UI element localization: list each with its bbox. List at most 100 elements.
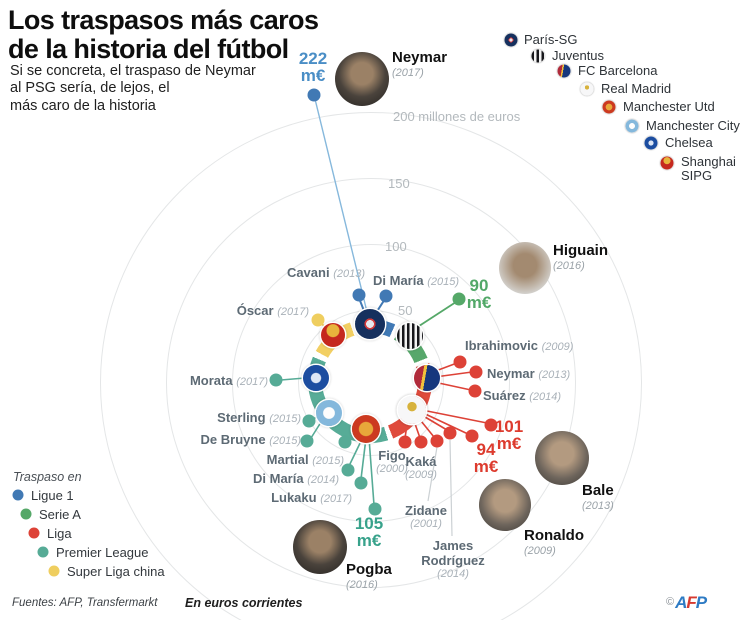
transfer-label-morata: Morata (2017) [189,373,268,388]
grid-circle-200 [100,112,642,620]
ronaldo-photo [479,479,531,531]
dot-sterling-2015 [302,414,316,428]
superliga-legend-dot [48,565,60,577]
league-legend-title: Traspaso en [13,470,82,484]
value-pogba-2016: 105 m€ [354,514,384,551]
league-legend-seriea: Serie A [39,507,81,522]
value-neymar-2017: 222 m€ [298,49,328,86]
line-rmadrid-james [419,413,448,431]
juventus-legend-icon [531,49,545,63]
manutd-legend-icon [602,100,616,114]
line-manutd-lukaku [360,437,367,480]
transfer-label-ibrahimovic: Ibrahimovic (2009) [465,338,574,353]
featured-neymar: Neymar (2017) [392,49,448,79]
transfer-label-neymar-2013: Neymar (2013) [487,366,571,381]
chelsea-badge-icon [303,365,329,391]
transfer-label-oscar: Óscar (2017) [236,303,309,318]
juventus-badge-icon [397,323,423,349]
dot-lukaku-2017 [354,476,368,490]
tick-200: 200 millones de euros [393,109,521,124]
transfer-label-figo: Figo (2000) [376,448,408,475]
transfer-label-suarez: Suárez (2014) [483,388,562,403]
dot-pogba-2016 [368,502,382,516]
club-legend-shanghai: Shanghai SIPG [681,154,736,183]
bale-photo [535,431,589,485]
psg-badge-icon [355,309,385,339]
club-legend-psg: París-SG [524,32,578,47]
featured-higuain: Higuain (2016) [553,242,608,272]
featured-ronaldo: Ronaldo (2009) [524,527,584,557]
barcelona-legend-icon [557,64,571,78]
value-bale-2013: 101 m€ [494,417,524,454]
line-rmadrid-ronaldo [420,411,469,435]
club-legend-barcelona: FC Barcelona [578,63,658,78]
dot-oscar-2017 [311,313,325,327]
pogba-photo [293,520,347,574]
league-legend-superliga: Super Liga china [67,564,165,579]
transfer-label-dimaria-2015: Di María (2015) [373,273,459,288]
realmadrid-badge-icon [398,396,426,424]
shanghai-legend-icon [660,156,674,170]
tick-50: 50 [398,303,413,318]
currency-note: En euros corrientes [185,596,303,610]
shanghai-badge-icon [321,323,345,347]
line-zidane-label [427,446,438,502]
dot-dimaria-2015 [379,289,393,303]
tick-100: 100 [385,239,407,254]
line-barca-neymar2013 [434,371,473,378]
club-legend-mancity: Manchester City [646,118,740,133]
league-legend-liga: Liga [47,526,72,541]
dot-martial-2015 [338,435,352,449]
mancity-legend-icon [625,119,639,133]
value-higuain-2016: 90 m€ [466,276,492,313]
club-legend-realmadrid: Real Madrid [601,81,672,96]
dot-morata-2017 [269,373,283,387]
sources-text: Fuentes: AFP, Transfermarkt [12,597,158,609]
dot-cavani-2013 [352,288,366,302]
dot-debruyne-2015 [300,434,314,448]
transfer-label-james: James Rodríguez (2014) [421,538,485,580]
dot-kaka-2009 [414,435,428,449]
transfer-label-debruyne: De Bruyne (2015) [200,432,301,447]
featured-bale: Bale (2013) [582,482,614,512]
manutd-badge-icon [352,415,380,443]
neymar-photo [335,52,389,106]
ligue1-legend-dot [12,489,24,501]
dot-suarez-2014 [468,384,482,398]
psg-legend-icon [504,33,518,47]
dot-figo-2000 [398,435,412,449]
realmadrid-legend-icon [580,82,594,96]
line-manutd-pogba [368,437,375,506]
league-legend-premier: Premier League [56,545,149,560]
higuain-photo [499,242,551,294]
line-chelsea-morata [280,377,306,381]
chelsea-legend-icon [644,136,658,150]
line-rmadrid-bale [421,409,488,424]
club-legend-juventus: Juventus [552,48,605,63]
dot-bale-2013 [484,418,498,432]
premier-legend-dot [37,546,49,558]
dot-ibrahimovic-2009 [453,355,467,369]
league-legend-ligue1: Ligue 1 [31,488,74,503]
transfer-label-zidane: Zidane (2001) [405,503,447,530]
dot-dimaria-2014 [341,463,355,477]
page-subtitle: Si se concreta, el traspaso de Neymar al… [10,63,256,114]
transfer-label-martial: Martial (2015) [266,452,344,467]
transfer-label-sterling: Sterling (2015) [217,410,301,425]
club-legend-chelsea: Chelsea [665,135,713,150]
dot-ronaldo-2009 [465,429,479,443]
line-psg-neymar2017 [314,98,369,317]
dot-james-2014 [443,426,457,440]
line-james-label [449,439,453,537]
dot-neymar-2017 [307,88,321,102]
barcelona-badge-icon [414,365,440,391]
tick-150: 150 [388,176,410,191]
transfer-label-dimaria-2014: Di María (2014) [253,471,339,486]
mancity-badge-icon [316,400,342,426]
transfer-label-lukaku: Lukaku (2017) [271,490,352,505]
dot-neymar-2013 [469,365,483,379]
transfer-label-kaka: Kaká (2009) [405,454,437,481]
line-juve-higuain [415,301,457,329]
copyright-icon: © [666,596,675,608]
